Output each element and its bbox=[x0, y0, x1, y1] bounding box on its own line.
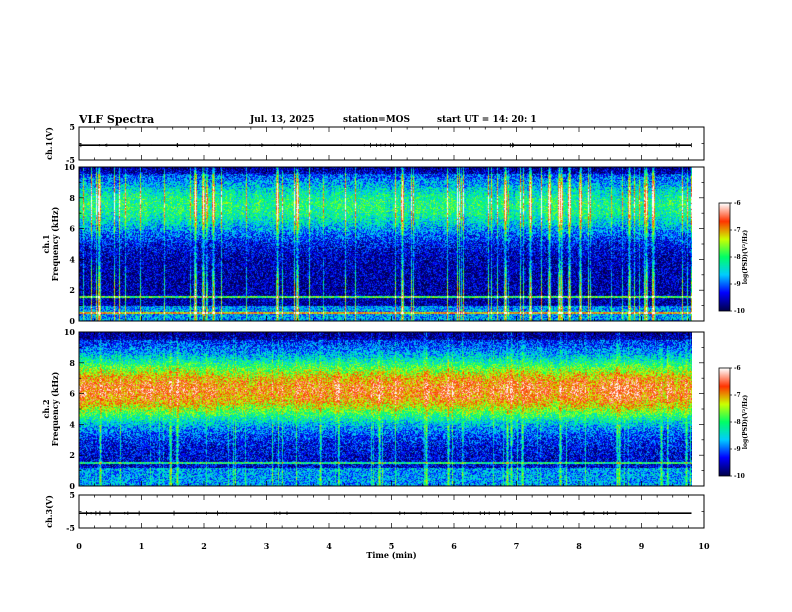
chart-title: VLF Spectra bbox=[79, 113, 155, 126]
y-tick-label: -5 bbox=[66, 523, 75, 533]
y-tick-label: 2 bbox=[69, 285, 75, 295]
colorbar-tick-label: -9 bbox=[734, 446, 741, 453]
y-tick-label: 2 bbox=[69, 450, 75, 460]
x-tick-label: 2 bbox=[201, 541, 207, 551]
x-axis-label: Time (min) bbox=[366, 550, 416, 560]
y-tick-label: 10 bbox=[64, 162, 76, 172]
spec1-heatmap bbox=[79, 167, 692, 321]
spec2-heatmap bbox=[79, 332, 692, 486]
y-tick-label: -5 bbox=[66, 155, 75, 165]
x-tick-label: 8 bbox=[576, 541, 582, 551]
x-tick-label: 4 bbox=[326, 541, 332, 551]
y-tick-label: 5 bbox=[69, 490, 75, 500]
x-tick-label: 9 bbox=[639, 541, 645, 551]
colorbar-tick-label: -9 bbox=[734, 281, 741, 288]
x-tick-label: 10 bbox=[698, 541, 710, 551]
spec2-ylabel-channel: ch.2 bbox=[41, 399, 51, 418]
x-tick-label: 0 bbox=[76, 541, 82, 551]
spec2-ylabel-frequency: Frequency (kHz) bbox=[50, 371, 60, 446]
colorbar-tick-label: -6 bbox=[734, 200, 741, 207]
y-tick-label: 0 bbox=[69, 481, 75, 491]
station-label: station=MOS bbox=[343, 115, 411, 125]
colorbar-tick-label: -7 bbox=[734, 227, 741, 234]
spec1-colorbar bbox=[719, 203, 730, 311]
y-tick-label: 10 bbox=[64, 327, 76, 337]
spec1-ylabel-channel: ch.1 bbox=[41, 234, 51, 253]
spec2-colorbar bbox=[719, 368, 730, 476]
colorbar-tick-label: -8 bbox=[734, 254, 741, 261]
y-tick-label: 6 bbox=[69, 389, 75, 399]
colorbar-tick-label: -10 bbox=[734, 473, 745, 480]
y-tick-label: 8 bbox=[69, 193, 75, 203]
axes bbox=[78, 126, 732, 529]
colorbar-tick-label: -6 bbox=[734, 365, 741, 372]
y-tick-label: 4 bbox=[69, 254, 75, 264]
y-tick-label: 6 bbox=[69, 224, 75, 234]
colorbar-label: log(PSD)(V²/Hz) bbox=[742, 395, 749, 450]
spectrogram-images bbox=[79, 167, 730, 486]
ch1-ylabel: ch.1(V) bbox=[44, 127, 54, 160]
x-tick-label: 3 bbox=[264, 541, 270, 551]
spec1-ylabel-frequency: Frequency (kHz) bbox=[50, 206, 60, 281]
colorbar-tick-label: -7 bbox=[734, 392, 741, 399]
x-tick-label: 6 bbox=[451, 541, 457, 551]
y-tick-label: 4 bbox=[69, 419, 75, 429]
y-tick-label: 8 bbox=[69, 358, 75, 368]
y-tick-label: 0 bbox=[69, 316, 75, 326]
colorbar-tick-label: -8 bbox=[734, 419, 741, 426]
x-tick-label: 1 bbox=[139, 541, 145, 551]
x-tick-label: 5 bbox=[389, 541, 395, 551]
colorbar-tick-label: -10 bbox=[734, 308, 745, 315]
date-label: Jul. 13, 2025 bbox=[250, 115, 315, 125]
start-time-label: start UT = 14: 20: 1 bbox=[437, 115, 537, 125]
x-tick-label: 7 bbox=[514, 541, 520, 551]
colorbar-label: log(PSD)(V²/Hz) bbox=[742, 230, 749, 285]
y-tick-label: 5 bbox=[69, 122, 75, 132]
ch3-ylabel: ch.3(V) bbox=[44, 495, 54, 528]
